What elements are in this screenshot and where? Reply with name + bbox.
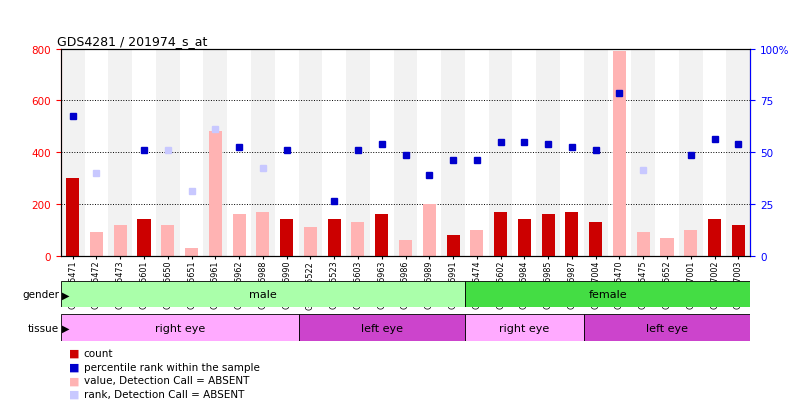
Text: ■: ■	[69, 389, 79, 399]
Bar	[399, 240, 412, 256]
Text: male: male	[249, 290, 277, 300]
Text: percentile rank within the sample: percentile rank within the sample	[84, 362, 260, 372]
Bar	[180, 50, 204, 256]
Bar	[138, 220, 151, 256]
Bar	[565, 212, 578, 256]
Text: gender: gender	[22, 290, 59, 300]
Bar	[90, 233, 103, 256]
Bar	[161, 225, 174, 256]
Bar	[613, 52, 626, 256]
Bar	[465, 50, 489, 256]
Bar	[204, 50, 227, 256]
Bar	[114, 225, 127, 256]
Bar	[298, 50, 322, 256]
FancyBboxPatch shape	[465, 282, 750, 308]
Bar	[560, 50, 584, 256]
Text: value, Detection Call = ABSENT: value, Detection Call = ABSENT	[84, 375, 249, 385]
FancyBboxPatch shape	[61, 315, 298, 341]
Bar	[304, 228, 317, 256]
Bar	[275, 50, 298, 256]
Bar	[607, 50, 631, 256]
FancyBboxPatch shape	[584, 315, 750, 341]
Bar	[631, 50, 655, 256]
Bar	[109, 50, 132, 256]
FancyBboxPatch shape	[61, 282, 465, 308]
Text: ▶: ▶	[62, 290, 70, 300]
Bar	[346, 50, 370, 256]
Text: ■: ■	[69, 375, 79, 385]
Bar	[393, 50, 418, 256]
Bar	[185, 248, 198, 256]
Bar	[322, 50, 346, 256]
Bar	[536, 50, 560, 256]
Text: rank, Detection Call = ABSENT: rank, Detection Call = ABSENT	[84, 389, 244, 399]
Bar	[517, 220, 531, 256]
Bar	[679, 50, 702, 256]
Text: tissue: tissue	[28, 323, 59, 333]
Bar	[684, 230, 697, 256]
Bar	[489, 50, 513, 256]
Bar	[494, 212, 507, 256]
Bar	[280, 220, 294, 256]
FancyBboxPatch shape	[465, 315, 584, 341]
Bar	[208, 132, 222, 256]
Text: ▶: ▶	[62, 323, 70, 333]
Bar	[418, 50, 441, 256]
Bar	[227, 50, 251, 256]
Bar	[702, 50, 727, 256]
Text: left eye: left eye	[361, 323, 403, 333]
Bar	[660, 238, 673, 256]
Bar	[470, 230, 483, 256]
Text: ■: ■	[69, 362, 79, 372]
Bar	[351, 223, 364, 256]
Bar	[370, 50, 393, 256]
Bar	[732, 225, 744, 256]
Bar	[132, 50, 156, 256]
Bar	[637, 233, 650, 256]
Text: count: count	[84, 348, 113, 358]
Text: ■: ■	[69, 348, 79, 358]
Text: right eye: right eye	[500, 323, 550, 333]
Bar	[655, 50, 679, 256]
Bar	[233, 215, 246, 256]
Bar	[584, 50, 607, 256]
Bar	[441, 50, 465, 256]
Bar	[251, 50, 275, 256]
Bar	[156, 50, 180, 256]
Bar	[708, 220, 721, 256]
Text: left eye: left eye	[646, 323, 688, 333]
Bar	[589, 223, 603, 256]
Text: right eye: right eye	[155, 323, 205, 333]
Bar	[256, 212, 269, 256]
Bar	[328, 220, 341, 256]
Text: female: female	[588, 290, 627, 300]
Bar	[375, 215, 388, 256]
Bar	[61, 50, 84, 256]
Bar	[423, 204, 436, 256]
FancyBboxPatch shape	[298, 315, 465, 341]
Bar	[84, 50, 109, 256]
Bar	[727, 50, 750, 256]
Bar	[67, 178, 79, 256]
Bar	[542, 215, 555, 256]
Text: GDS4281 / 201974_s_at: GDS4281 / 201974_s_at	[58, 36, 208, 48]
Bar	[447, 235, 460, 256]
Bar	[513, 50, 536, 256]
